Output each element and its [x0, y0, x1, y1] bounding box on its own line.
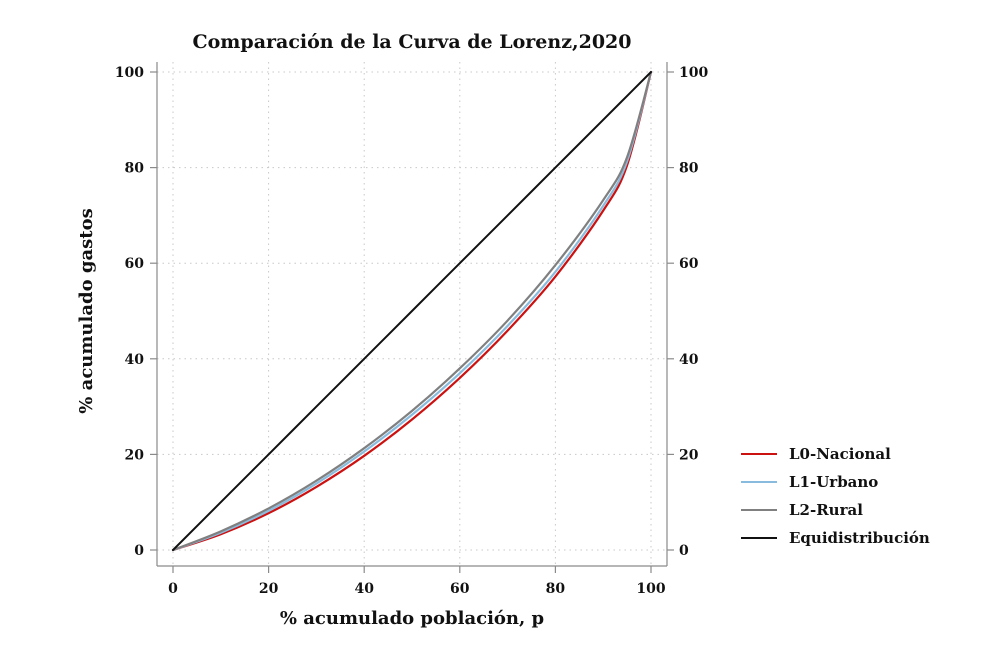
- series: [171, 70, 653, 552]
- y-tick-label-left: 100: [115, 65, 144, 81]
- x-axis-label: % acumulado población, p: [280, 608, 544, 629]
- series-line-l0-nacional: [171, 70, 653, 552]
- y-tick-label-left: 0: [134, 543, 144, 559]
- series-line-l1-urbano: [171, 70, 653, 552]
- legend-label-equidistribucion: Equidistribución: [789, 529, 930, 547]
- y-tick-label-right: 40: [679, 352, 699, 368]
- y-tick-label-right: 100: [679, 65, 708, 81]
- y-tick-label-left: 80: [125, 161, 145, 177]
- y-tick-label-left: 40: [125, 352, 145, 368]
- y-tick-label-left: 60: [125, 256, 145, 272]
- x-tick-label: 0: [168, 581, 178, 597]
- x-tick-label: 100: [636, 581, 665, 597]
- legend-label-l2-rural: L2-Rural: [789, 501, 863, 519]
- y-tick-label-left: 20: [125, 447, 145, 463]
- x-tick-label: 20: [259, 581, 279, 597]
- legend-label-l0-nacional: L0-Nacional: [789, 445, 891, 463]
- x-tick-label: 40: [354, 581, 374, 597]
- legend: L0-Nacional L1-Urbano L2-Rural Equidistribu…: [741, 445, 930, 547]
- ticks: 0 20 40 60 80 100 0 20 40 60 80 100 0 20 40 60 80 100: [115, 65, 709, 597]
- y-axis-label: % acumulado gastos: [76, 208, 97, 413]
- y-tick-label-right: 20: [679, 447, 699, 463]
- y-tick-label-right: 60: [679, 256, 699, 272]
- axes: [156, 62, 668, 567]
- x-tick-label: 80: [546, 581, 566, 597]
- y-tick-label-right: 80: [679, 161, 699, 177]
- grid: [157, 62, 667, 566]
- y-tick-label-right: 0: [679, 543, 689, 559]
- series-line-equidistribucion: [172, 71, 652, 551]
- x-tick-label: 60: [450, 581, 470, 597]
- series-line-l2-rural: [171, 70, 653, 552]
- chart-title: Comparación de la Curva de Lorenz,2020: [193, 31, 632, 53]
- legend-label-l1-urbano: L1-Urbano: [789, 473, 878, 491]
